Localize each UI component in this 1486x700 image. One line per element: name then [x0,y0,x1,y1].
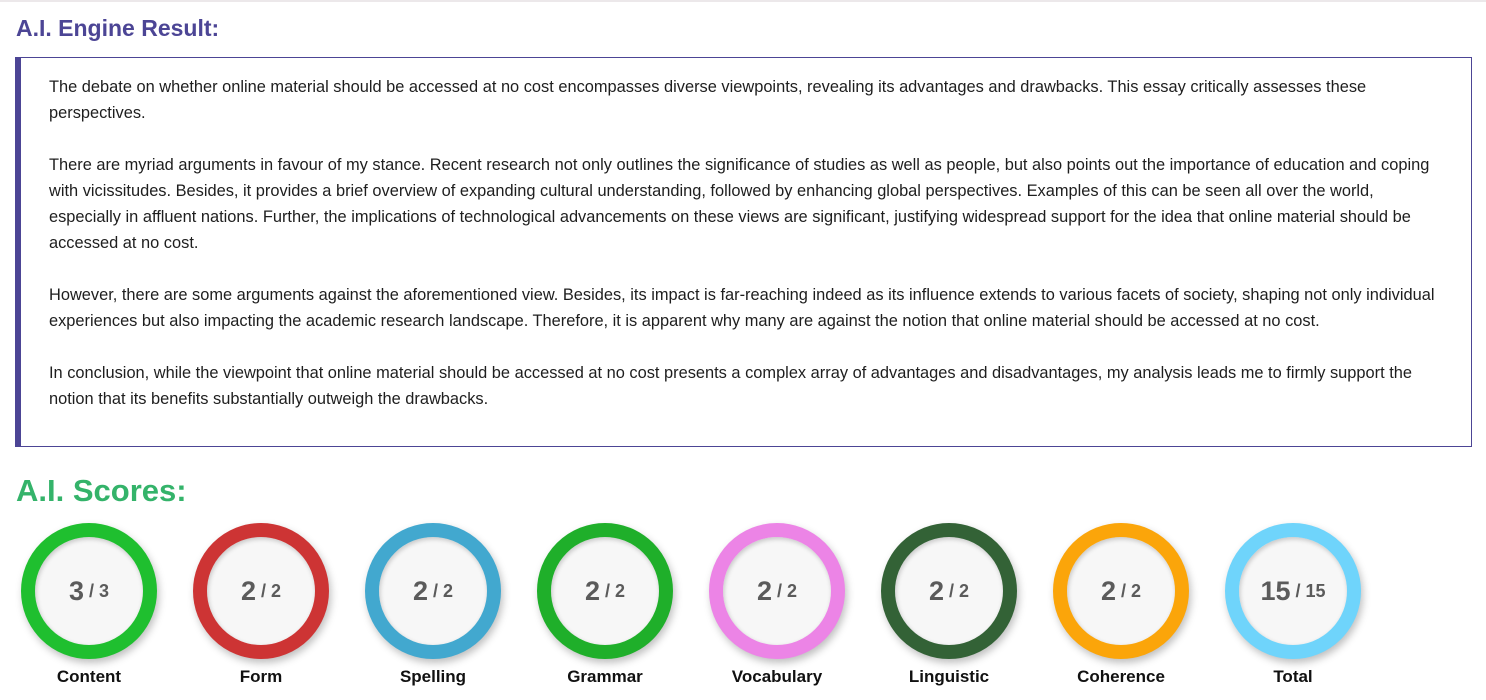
score-max: / 2 [605,580,626,601]
score-spelling: 2 / 2 Spelling [365,523,501,687]
score-label: Total [1273,667,1313,686]
score-vocabulary: 2 / 2 Vocabulary [709,523,845,687]
score-ring: 2 / 2 [881,523,1017,659]
essay-paragraph-intro: The debate on whether online material sh… [49,78,1367,122]
score-value: 3 [68,575,84,606]
score-ring: 2 / 2 [709,523,845,659]
score-label: Grammar [567,667,643,686]
score-ring: 3 / 3 [21,523,157,659]
top-divider [0,0,1486,2]
scores-title: A.I. Scores: [16,473,187,508]
score-max: / 2 [261,580,282,601]
score-form: 2 / 2 Form [193,523,329,687]
score-value: 2 [1100,575,1116,606]
score-max: / 15 [1295,580,1326,601]
score-ring: 2 / 2 [365,523,501,659]
score-label: Vocabulary [731,667,823,686]
score-ring: 2 / 2 [1053,523,1189,659]
score-value: 2 [240,575,256,606]
score-value: 2 [928,575,944,606]
essay-paragraph-body-2: However, there are some arguments agains… [49,286,1435,330]
score-ring: 15 / 15 [1225,523,1361,659]
score-label: Spelling [399,667,467,686]
score-ring: 2 / 2 [537,523,673,659]
engine-result-title: A.I. Engine Result: [16,15,220,41]
score-max: / 2 [949,580,970,601]
score-label: Form [239,667,283,686]
score-value: 2 [756,575,772,606]
score-ring: 2 / 2 [193,523,329,659]
score-max: / 2 [1121,580,1142,601]
scores-row: 3 / 3 Content 2 / 2 Form 2 / 2 Spelling … [21,523,1481,693]
score-max: / 2 [433,580,454,601]
score-linguistic: 2 / 2 Linguistic [881,523,1017,687]
score-label: Content [56,667,122,686]
score-grammar: 2 / 2 Grammar [537,523,673,687]
score-value: 15 [1260,575,1291,606]
score-value: 2 [412,575,428,606]
score-coherence: 2 / 2 Coherence [1053,523,1189,687]
score-max: / 2 [777,580,798,601]
score-total: 15 / 15 Total [1225,523,1361,687]
engine-result-box: The debate on whether online material sh… [15,57,1472,447]
score-label: Coherence [1077,667,1165,686]
score-value: 2 [584,575,600,606]
essay-paragraph-body-1: There are myriad arguments in favour of … [49,156,1430,252]
score-label: Linguistic [908,667,990,686]
score-max: / 3 [89,580,110,601]
essay-paragraph-conclusion: In conclusion, while the viewpoint that … [49,364,1412,408]
score-content: 3 / 3 Content [21,523,157,687]
